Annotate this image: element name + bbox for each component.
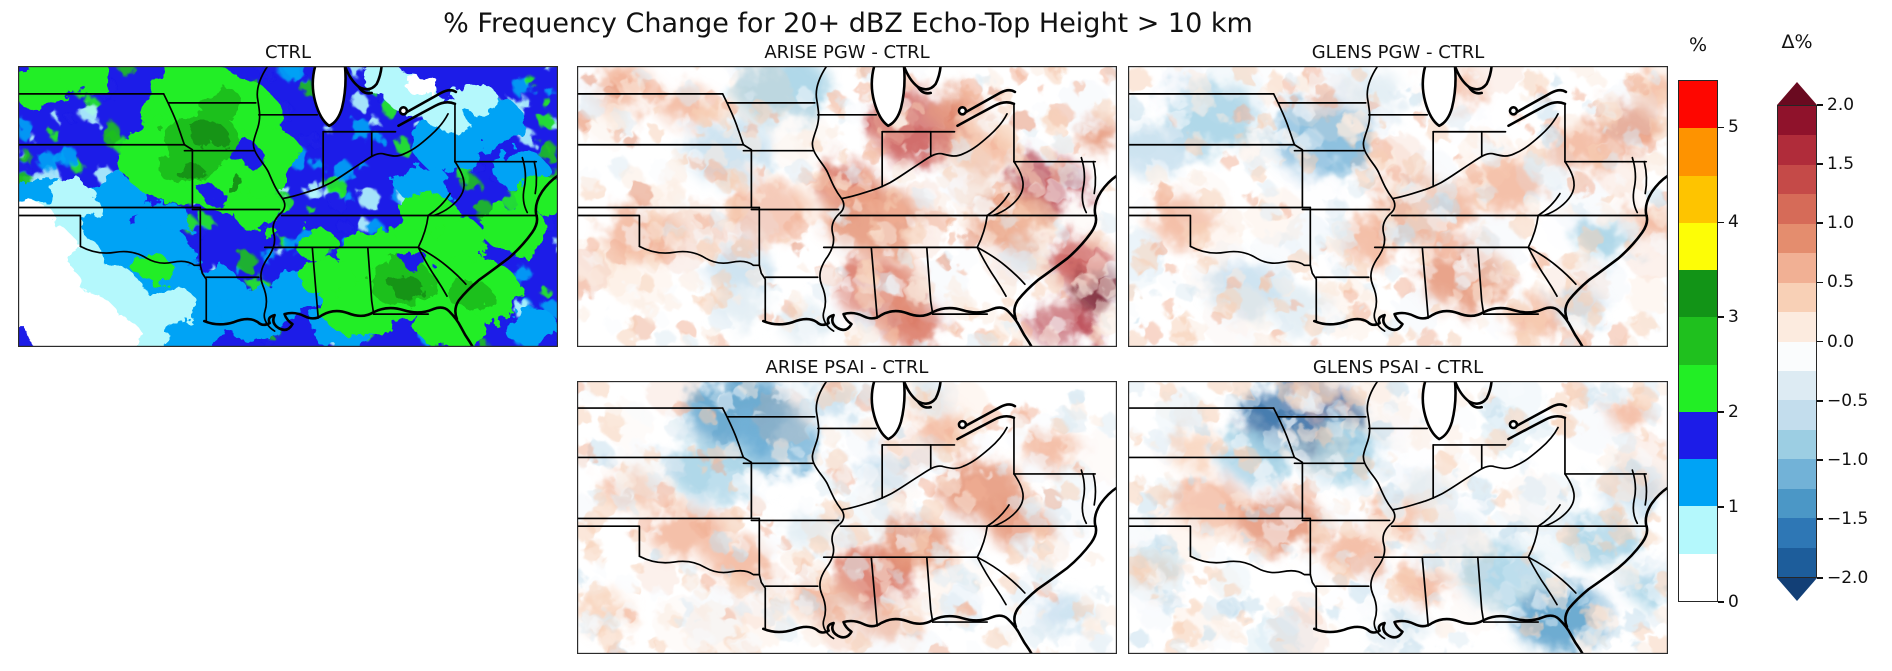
- colorbar-segment: [1778, 223, 1816, 254]
- colorbar-tick-label: −2.0: [1827, 568, 1869, 588]
- colorbar-segment: [1679, 81, 1717, 129]
- map-panel-arise-psai: [577, 381, 1117, 654]
- colorbar-tick: [1718, 126, 1724, 129]
- colorbar-tick-label: 5: [1728, 117, 1739, 138]
- colorbar-tick-label: −1.5: [1827, 508, 1869, 529]
- colorbar-segment: [1778, 488, 1816, 519]
- colorbar-tick: [1718, 506, 1724, 508]
- panel-title-arise-psai: ARISE PSAI - CTRL: [765, 357, 929, 378]
- colorbar-tick-label: 2.0: [1827, 95, 1855, 115]
- colorbar-tick: [1718, 316, 1724, 319]
- colorbar-segment: [1778, 547, 1816, 577]
- map-panel-glens-psai: [1128, 381, 1668, 654]
- colorbar-tick-label: 1: [1728, 497, 1739, 518]
- colorbar-tick-label: 1.5: [1827, 154, 1855, 175]
- colorbar-tick: [1817, 399, 1823, 402]
- colorbar-delta: 2.0 1.5 1.0 0.5 0.0 −0.5 −1.0 −1.5 −2.0: [1777, 82, 1868, 601]
- colorbar-segment: [1679, 553, 1717, 601]
- colorbar-tick-label: −1.0: [1827, 449, 1869, 470]
- noise-layer: [577, 381, 1117, 654]
- colorbar-segment: [1679, 175, 1717, 223]
- colorbar-segment: [1679, 506, 1717, 554]
- colorbar-segment: [1679, 128, 1717, 176]
- colorbar-tick: [1817, 281, 1823, 284]
- panel-title-glens-pgw: GLENS PGW - CTRL: [1311, 42, 1485, 63]
- colorbar-segment: [1778, 194, 1816, 224]
- panel-title-ctrl: CTRL: [264, 42, 312, 63]
- noise-layer: [1128, 66, 1668, 347]
- colorbar-tick-label: 2: [1728, 402, 1739, 423]
- colorbar-tick: [1817, 340, 1823, 343]
- high-value-blobs: [18, 66, 558, 347]
- colorbar-segment: [1778, 341, 1816, 371]
- panel-title-glens-psai: GLENS PSAI - CTRL: [1312, 357, 1484, 378]
- colorbar-segment: [1778, 429, 1816, 460]
- colorbar-tick-label: 3: [1728, 307, 1739, 328]
- colorbar-delta-label: Δ%: [1781, 31, 1813, 53]
- colorbar-tick: [1817, 104, 1823, 106]
- colorbar-percent: 5 4 3 2 1 0: [1678, 80, 1739, 612]
- colorbar-tick-label: −0.5: [1827, 390, 1869, 411]
- colorbar-tick: [1817, 458, 1823, 461]
- colorbar-segment: [1778, 106, 1816, 136]
- colorbar-segment: [1778, 312, 1816, 342]
- colorbar-tick-label: 0: [1728, 592, 1739, 612]
- colorbar-segment: [1679, 459, 1717, 507]
- colorbar-segment: [1778, 135, 1816, 165]
- map-layers: [1128, 66, 1668, 347]
- colorbar-segment: [1778, 253, 1816, 283]
- map-layers: [1128, 381, 1668, 654]
- colorbar-tick-label: 0.0: [1827, 331, 1855, 352]
- map-panel-glens-pgw: [1128, 66, 1668, 347]
- map-layers: [577, 381, 1117, 654]
- colorbar-body: [1678, 80, 1718, 602]
- panel-title-arise-pgw: ARISE PGW - CTRL: [764, 42, 930, 63]
- map-panel-arise-pgw: [577, 66, 1117, 347]
- colorbar-body: [1777, 105, 1817, 578]
- colorbar-percent-label: %: [1688, 34, 1708, 56]
- colorbar-extend-up-arrow: [1777, 82, 1817, 105]
- colorbar-tick: [1817, 222, 1823, 225]
- colorbar-tick: [1718, 221, 1724, 224]
- colorbar-segment: [1778, 459, 1816, 489]
- colorbar-tick-label: 1.0: [1827, 213, 1855, 234]
- noise-layer: [1128, 381, 1668, 654]
- map-layers: [577, 66, 1117, 347]
- colorbar-tick: [1817, 577, 1823, 579]
- map-panel-ctrl: [18, 66, 558, 347]
- colorbar-tick: [1718, 601, 1724, 603]
- colorbar-segment: [1679, 411, 1717, 460]
- colorbar-segment: [1778, 282, 1816, 313]
- colorbar-segment: [1778, 400, 1816, 430]
- colorbar-tick-label: 0.5: [1827, 272, 1855, 293]
- colorbar-tick: [1817, 518, 1823, 520]
- colorbar-extend-down-arrow: [1777, 578, 1817, 601]
- colorbar-segment: [1778, 518, 1816, 548]
- colorbar-tick: [1817, 163, 1823, 165]
- colorbar-segment: [1778, 370, 1816, 401]
- colorbar-segment: [1679, 222, 1717, 271]
- figure-title: % Frequency Change for 20+ dBZ Echo-Top …: [443, 8, 1253, 39]
- map-layers: [18, 66, 558, 347]
- colorbar-segment: [1679, 364, 1717, 412]
- colorbar-segment: [1778, 164, 1816, 195]
- colorbar-segment: [1679, 270, 1717, 318]
- colorbar-tick-label: 4: [1728, 212, 1739, 233]
- colorbar-tick: [1718, 411, 1724, 414]
- colorbar-segment: [1679, 317, 1717, 365]
